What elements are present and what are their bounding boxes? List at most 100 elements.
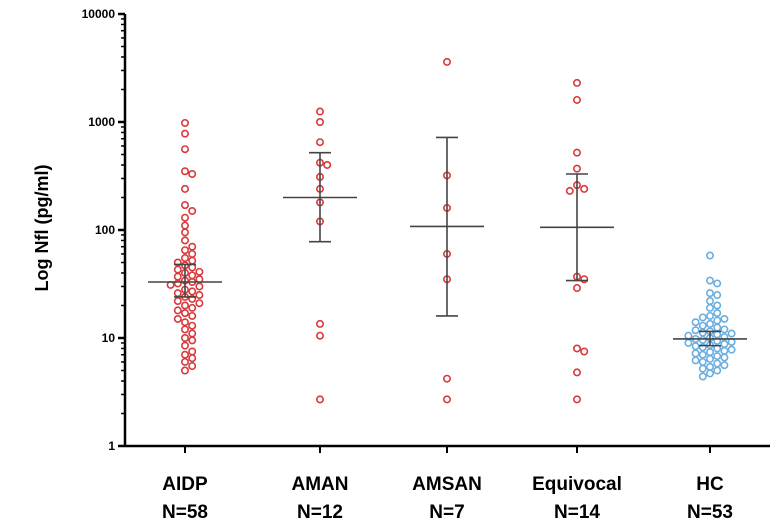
y-tick-label: 1 [108, 439, 115, 453]
data-point [698, 321, 707, 330]
data-point [698, 364, 707, 373]
data-point [580, 184, 589, 193]
data-point [572, 95, 581, 104]
data-point [713, 301, 722, 310]
data-point [720, 361, 729, 370]
data-point [195, 291, 204, 300]
data-point [720, 325, 729, 334]
x-axis: AIDP N=58 AMAN N=12 AMSAN N=7 Equivocal N=14 HC N… [125, 444, 770, 523]
data-point [188, 249, 197, 258]
data-point [181, 333, 190, 342]
data-point [315, 118, 324, 127]
x-category-label: Equivocal [532, 474, 622, 495]
data-point [727, 345, 736, 354]
data-point [572, 148, 581, 157]
data-point [315, 331, 324, 340]
data-point [572, 78, 581, 87]
data-point [181, 301, 190, 310]
data-point [705, 297, 714, 306]
y-axis-title: Log Nfl (pg/ml) [32, 165, 52, 292]
data-point [181, 246, 190, 255]
data-point [181, 357, 190, 366]
data-point [705, 362, 714, 371]
data-point [727, 329, 736, 338]
data-point [713, 279, 722, 288]
x-category-n-label: N=58 [162, 502, 208, 523]
data-point [188, 242, 197, 251]
data-point [442, 374, 451, 383]
data-point [188, 329, 197, 338]
x-category-label: HC [696, 474, 724, 495]
x-category-n-label: N=7 [429, 502, 464, 523]
y-tick-label: 100 [95, 223, 115, 237]
data-point [181, 228, 190, 237]
data-point [173, 297, 182, 306]
data-point [713, 359, 722, 368]
data-point [188, 294, 197, 303]
data-point [173, 265, 182, 274]
data-point [572, 284, 581, 293]
x-category-label: AMAN [292, 474, 349, 495]
data-point [188, 362, 197, 371]
data-point [181, 318, 190, 327]
y-tick-label: 10 [102, 331, 116, 345]
data-point [691, 318, 700, 327]
data-point [713, 366, 722, 375]
data-point [705, 311, 714, 320]
data-point [195, 299, 204, 308]
data-point [195, 282, 204, 291]
data-point [442, 57, 451, 66]
data-point [181, 213, 190, 222]
data-point [181, 129, 190, 138]
data-point [181, 118, 190, 127]
x-category-label: AMSAN [412, 474, 482, 495]
data-point [684, 331, 693, 340]
data-point [705, 276, 714, 285]
data-point [181, 236, 190, 245]
data-point [698, 357, 707, 366]
data-point [691, 342, 700, 351]
y-tick-label: 1000 [88, 115, 115, 129]
data-point [188, 287, 197, 296]
data-point [323, 160, 332, 169]
data-point [181, 254, 190, 263]
data-point [188, 336, 197, 345]
data-point [572, 344, 581, 353]
data-point [195, 267, 204, 276]
data-point [691, 349, 700, 358]
data-point [713, 323, 722, 332]
data-point [442, 395, 451, 404]
data-point [713, 316, 722, 325]
data-point [188, 347, 197, 356]
data-point [181, 341, 190, 350]
data-point [181, 325, 190, 334]
data-point [181, 221, 190, 230]
data-point [720, 314, 729, 323]
data-point [705, 251, 714, 260]
data-point [565, 186, 574, 195]
data-point [315, 319, 324, 328]
data-point [698, 343, 707, 352]
data-point [705, 354, 714, 363]
data-point [691, 326, 700, 335]
summary-bars [148, 136, 747, 347]
data-point [572, 395, 581, 404]
x-category-n-label: N=53 [687, 502, 733, 523]
data-point [572, 164, 581, 173]
data-point [173, 272, 182, 281]
data-point [698, 372, 707, 381]
x-category-n-label: N=12 [297, 502, 343, 523]
data-point [173, 314, 182, 323]
data-point [705, 303, 714, 312]
data-point [713, 336, 722, 345]
data-point [173, 306, 182, 315]
data-point [580, 347, 589, 356]
data-point [188, 206, 197, 215]
data-point [188, 256, 197, 265]
data-point [181, 145, 190, 154]
y-tick-label: 10000 [82, 7, 116, 21]
data-point [698, 350, 707, 359]
data-point [188, 311, 197, 320]
data-point [713, 309, 722, 318]
